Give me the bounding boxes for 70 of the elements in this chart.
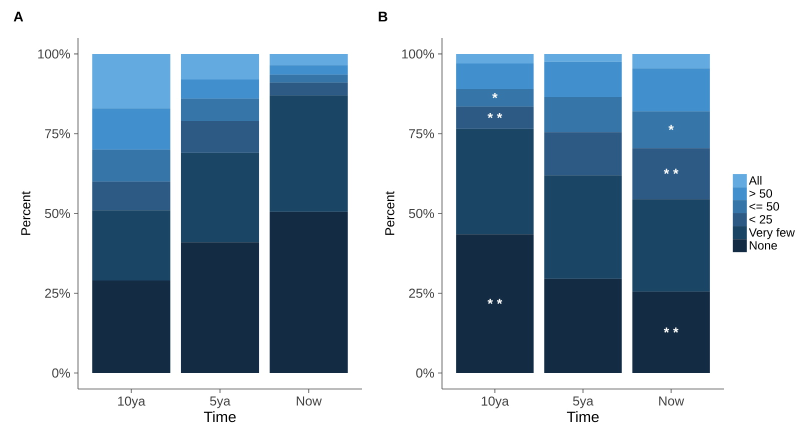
legend-label: None [750, 241, 777, 250]
legend-label: < 25 [749, 215, 772, 224]
bar [632, 199, 710, 292]
annotation: * [492, 93, 498, 98]
bar [180, 242, 260, 374]
y-tick-label: 0% [52, 368, 70, 378]
x-tick-label: 5ya [573, 396, 594, 408]
bar [180, 120, 260, 153]
y-tick-label: 75% [45, 129, 70, 138]
bar [270, 212, 348, 374]
legend-label: Very few [748, 228, 795, 240]
y-tick-label: 50% [408, 208, 434, 218]
bar [544, 132, 622, 176]
y-tick-label: 0% [416, 368, 434, 378]
bar [92, 182, 170, 210]
bar [456, 54, 534, 64]
legend-label: > 50 [749, 189, 772, 198]
bar [270, 74, 348, 83]
chart-title: A [14, 12, 24, 22]
bar [632, 292, 710, 374]
legend-label: All [748, 176, 762, 185]
y-tick-label: 100% [402, 49, 434, 59]
bar [270, 95, 348, 212]
bar [270, 65, 348, 75]
bar [180, 98, 260, 121]
bar [270, 54, 348, 66]
x-tick-label: Now [296, 396, 322, 406]
x-axis-title: Time [566, 411, 599, 422]
bar [92, 280, 170, 374]
bar [456, 64, 534, 90]
legend-label: <= 50 [749, 202, 780, 211]
x-tick-label: Now [659, 396, 684, 406]
annotation: * * [664, 328, 678, 333]
x-tick-label: 10ya [482, 396, 509, 408]
x-tick-label: 5ya [210, 396, 230, 408]
annotation: * * [488, 298, 502, 304]
bar [632, 68, 710, 112]
y-axis-title: Percent [21, 191, 30, 235]
y-tick-label: 25% [409, 288, 434, 298]
bar [456, 89, 534, 107]
annotation: * * [488, 112, 502, 118]
y-axis-title: Percent [385, 191, 394, 235]
bar [544, 54, 622, 62]
y-tick-label: 25% [45, 288, 70, 298]
bar [632, 54, 710, 68]
bar [92, 150, 170, 182]
y-tick-label: 100% [38, 49, 70, 59]
bar [180, 79, 260, 99]
bar [544, 97, 622, 132]
y-tick-label: 75% [409, 129, 434, 138]
bar [544, 175, 622, 279]
annotation: * * [664, 168, 678, 174]
bar [544, 62, 622, 98]
bar [92, 108, 170, 150]
bar [632, 111, 710, 148]
bar [456, 234, 534, 374]
x-tick-label: 10ya [118, 396, 146, 408]
bar [544, 278, 622, 374]
y-tick-label: 50% [44, 208, 70, 218]
bar [92, 54, 170, 108]
bar [270, 82, 348, 96]
x-axis-title: Time [204, 411, 236, 422]
bar [180, 54, 260, 80]
annotation: * [668, 124, 674, 130]
bar [180, 152, 260, 242]
chart-title: B [378, 12, 388, 22]
bar [632, 148, 710, 200]
bar [92, 210, 170, 280]
bar [456, 128, 534, 234]
bar [456, 106, 534, 129]
